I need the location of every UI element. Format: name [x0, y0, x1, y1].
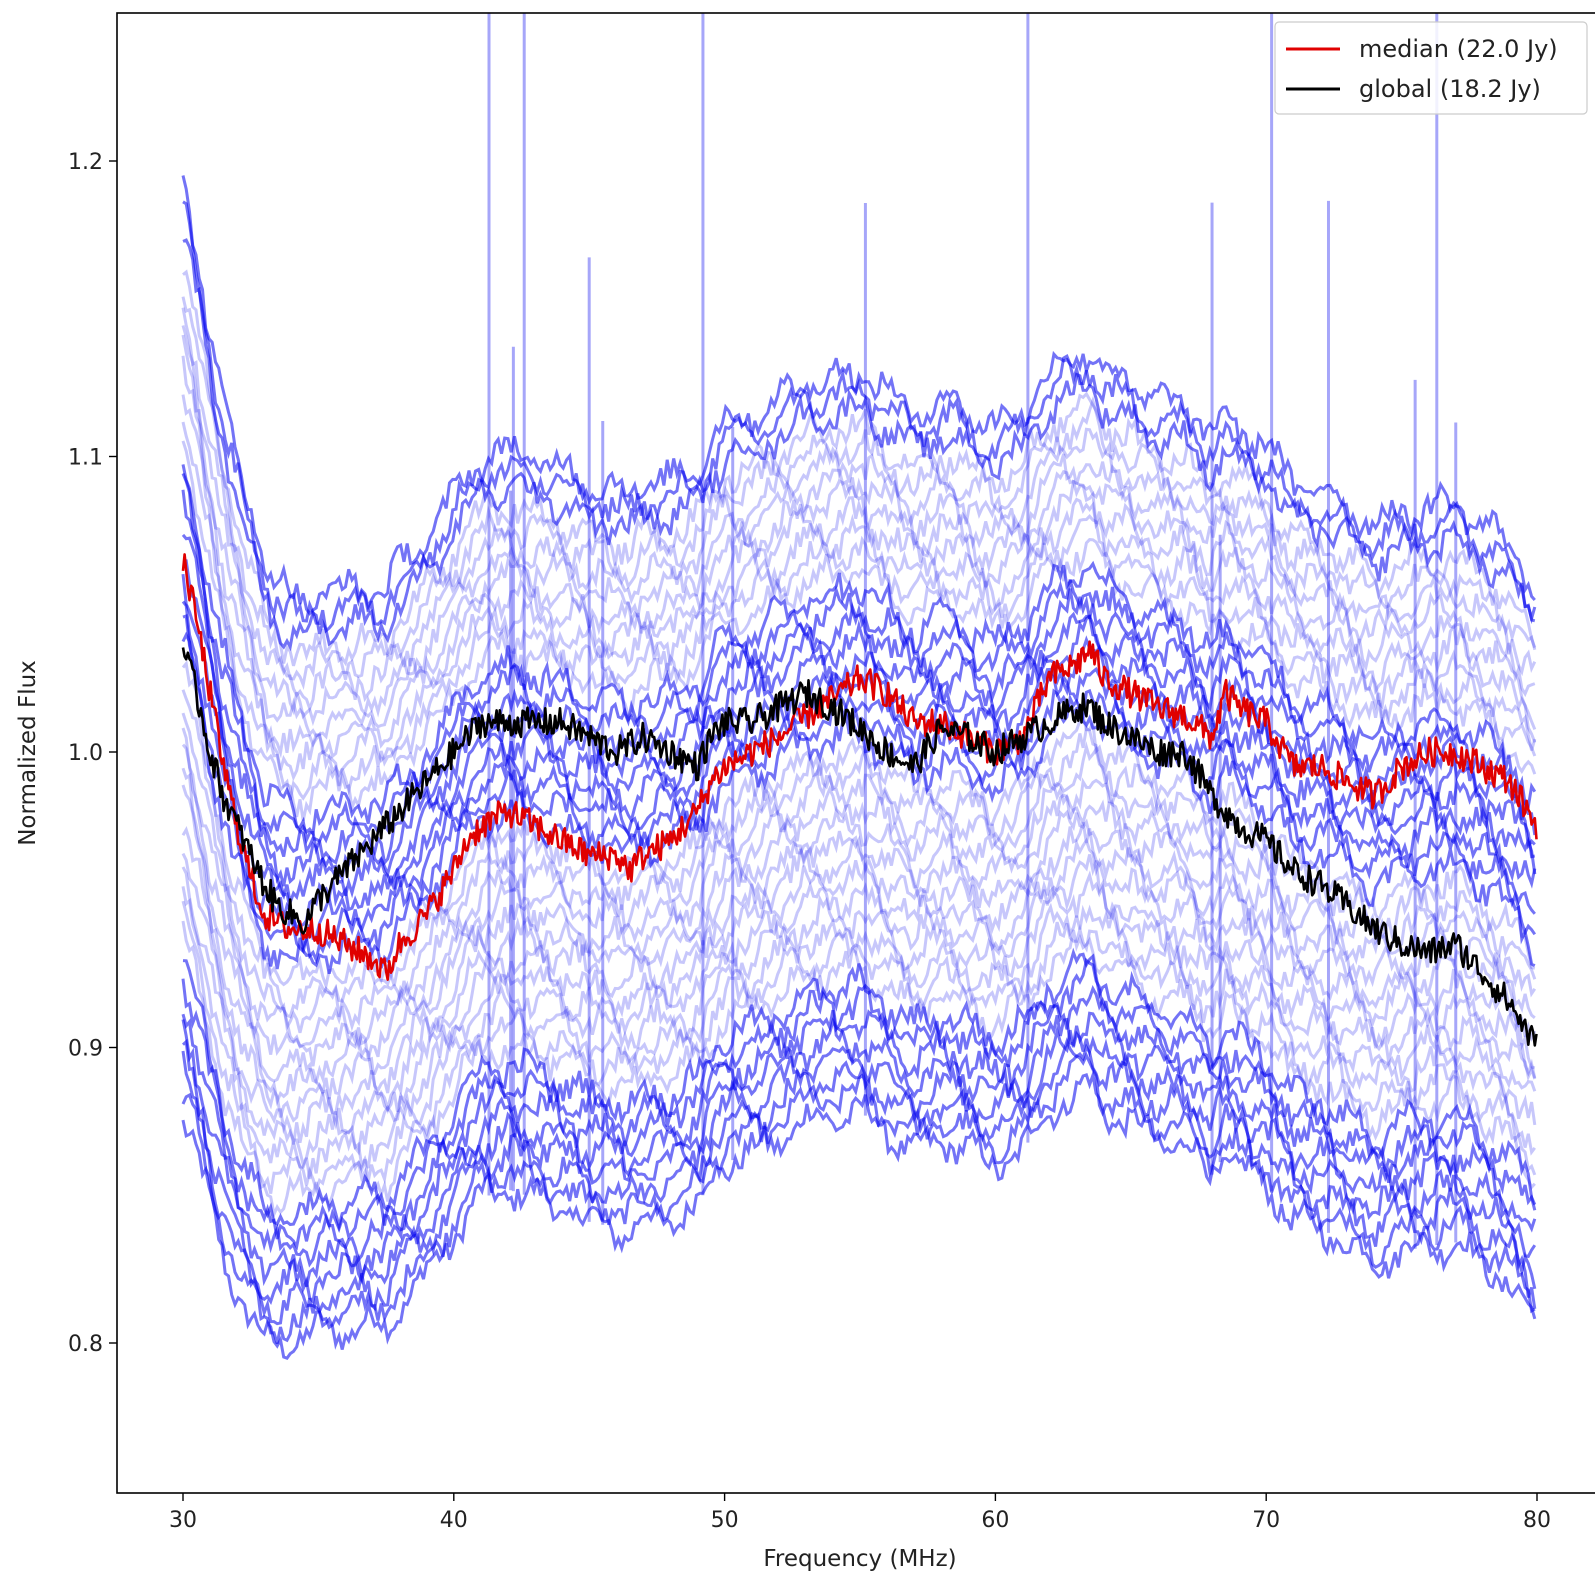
background-spectrum-line	[181, 325, 1536, 727]
background-spectrum-line	[181, 307, 1537, 713]
background-spectrum-line	[181, 1037, 1537, 1326]
background-spectrum-line	[181, 920, 1536, 1220]
legend-label-median: median (22.0 Jy)	[1359, 35, 1558, 63]
x-axis: 30 40 50 60 70 80	[169, 1493, 1551, 1533]
background-spectrum-line	[181, 900, 1537, 1195]
x-tick-label: 80	[1523, 1508, 1551, 1533]
background-spectrum-line	[181, 957, 1537, 1251]
background-spectrum-line	[181, 440, 1537, 821]
median-series-line	[181, 553, 1538, 982]
background-spectrum-line	[181, 1025, 1537, 1305]
x-tick-label: 60	[981, 1508, 1009, 1533]
y-tick-label: 0.9	[68, 1037, 103, 1062]
y-tick-label: 1.0	[68, 741, 103, 766]
x-axis-label: Frequency (MHz)	[763, 1546, 956, 1572]
background-spectrum-line	[181, 421, 1537, 801]
x-tick-label: 70	[1252, 1508, 1280, 1533]
background-spectrum-line	[181, 334, 1537, 740]
background-spectrum-line	[181, 784, 1537, 1107]
background-spectrum-line	[181, 175, 1536, 616]
background-spectrum-line	[181, 727, 1536, 1049]
plot-frame	[116, 12, 1595, 1494]
background-spectrum-line	[181, 767, 1536, 1084]
y-tick-label: 1.2	[68, 150, 103, 175]
y-tick-label: 1.1	[68, 446, 103, 471]
background-spectrum-line	[181, 296, 1537, 691]
y-axis: 0.8 0.9 1.0 1.1 1.2	[68, 150, 117, 1357]
background-spectra-group	[181, 13, 1537, 1360]
background-spectrum-line	[181, 712, 1537, 1034]
background-spectrum-line	[181, 355, 1537, 759]
background-spectrum-line	[181, 600, 1536, 953]
background-spectrum-line	[182, 558, 1537, 909]
y-axis-label: Normalized Flux	[15, 660, 41, 846]
background-spectrum-line	[181, 743, 1537, 1067]
background-spectrum-line	[181, 985, 1537, 1268]
global-series-line	[181, 647, 1538, 1047]
background-spectrum-line	[181, 394, 1537, 782]
background-spectrum-line	[181, 1011, 1537, 1287]
background-spectrum-line	[181, 825, 1537, 1123]
x-tick-label: 50	[711, 1508, 739, 1533]
x-tick-label: 30	[169, 1508, 197, 1533]
series-lines-group	[181, 553, 1538, 1047]
y-tick-label: 0.8	[68, 1332, 103, 1357]
legend-box	[1274, 21, 1588, 115]
background-spectrum-line	[181, 866, 1537, 1170]
legend-label-global: global (18.2 Jy)	[1359, 75, 1541, 103]
legend: median (22.0 Jy) global (18.2 Jy)	[1274, 21, 1588, 115]
background-spectrum-line	[181, 660, 1536, 992]
x-tick-label: 40	[440, 1508, 468, 1533]
background-spectrum-line	[182, 269, 1537, 667]
background-spectrum-line	[181, 464, 1537, 838]
background-spectrum-line	[181, 886, 1536, 1180]
background-spectrum-line	[181, 852, 1537, 1145]
background-spectrum-line	[181, 689, 1537, 1019]
background-spectrum-line	[182, 947, 1537, 1232]
